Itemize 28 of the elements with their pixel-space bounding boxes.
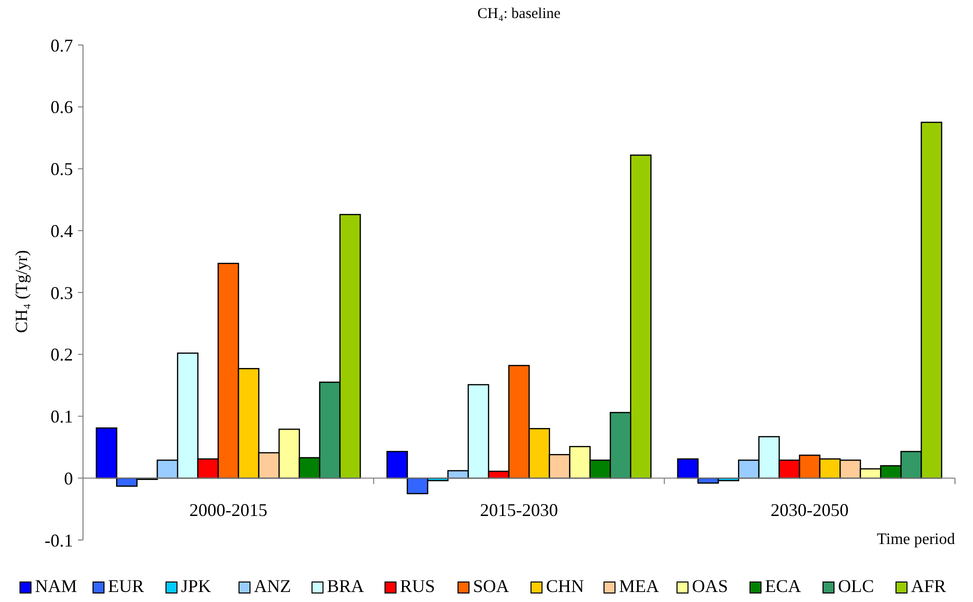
y-tick-label: -0.1: [44, 530, 73, 550]
legend-label: EUR: [108, 576, 144, 596]
y-tick-label: 0.1: [50, 406, 73, 427]
legend-label: RUS: [400, 576, 436, 596]
y-tick-label: 0.7: [50, 35, 73, 56]
y-tick-label: 0.6: [50, 97, 73, 118]
x-tick-label: 2030-2050: [770, 500, 849, 520]
legend-label: ANZ: [254, 576, 291, 596]
y-axis-title: CH₄ (Tg/yr): [12, 250, 31, 334]
legend-label: SOA: [473, 576, 510, 596]
y-tick-label: 0.3: [50, 282, 73, 303]
x-tick-label: 2015-2030: [480, 500, 558, 520]
chart-title: CH₄: baseline: [477, 6, 561, 22]
y-tick-label: 0.5: [50, 159, 73, 180]
y-tick-label: 0.4: [50, 220, 73, 241]
legend-label: JPK: [181, 576, 212, 596]
x-axis-title: Time period: [876, 531, 955, 548]
legend-label: OLC: [838, 576, 874, 596]
x-tick-label: 2000-2015: [189, 500, 268, 520]
legend-label: ECA: [765, 576, 801, 596]
legend-label: NAM: [35, 576, 78, 596]
legend-label: MEA: [619, 576, 659, 596]
legend-label: AFR: [911, 576, 946, 596]
legend-label: OAS: [692, 576, 728, 596]
y-tick-label: 0: [64, 468, 73, 488]
legend-label: CHN: [546, 576, 584, 596]
legend-label: BRA: [327, 576, 364, 596]
y-tick-label: 0.2: [50, 344, 73, 365]
